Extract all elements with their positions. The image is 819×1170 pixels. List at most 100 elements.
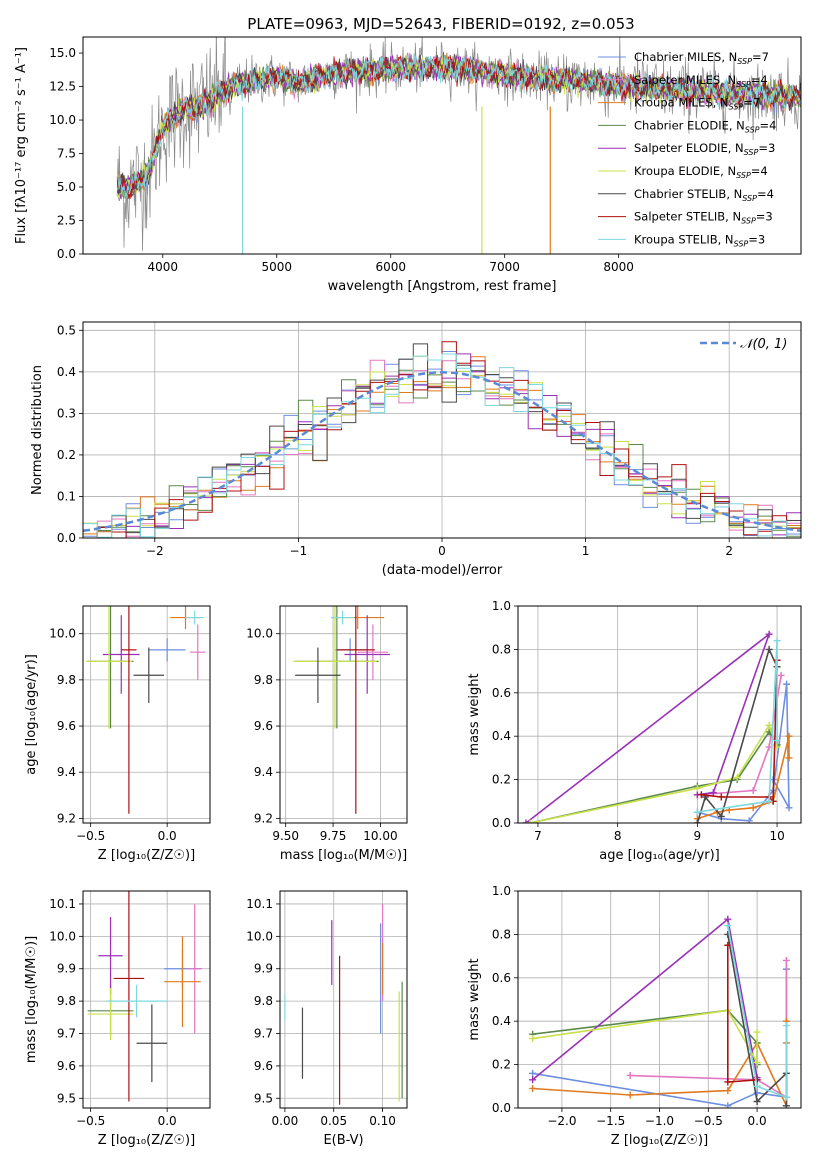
y-tick-label: 10.0 — [49, 929, 76, 943]
age_vs_mass-panel: 9.50 9.75 10.00 9.2 9.4 9.6 9.8 10.0 mass [log₁₀… — [246, 605, 408, 863]
weight-line-salpeter-elodie — [532, 917, 758, 1081]
weight-point — [529, 1076, 537, 1084]
weight-line-kroupa-stelib — [697, 640, 778, 813]
weight-point — [765, 630, 773, 638]
y-tick-label: 9.6 — [57, 719, 76, 733]
weight-point — [529, 1084, 537, 1092]
legend-entry-text: Chabrier MILES, N — [634, 50, 737, 64]
spectrum-model-salpeter-stelib — [116, 55, 801, 199]
x-tick-label: 9 — [694, 829, 702, 843]
weight-point — [522, 819, 530, 823]
weight-point — [626, 1091, 634, 1099]
legend-entry-suffix: =3 — [748, 232, 765, 246]
weight-point — [753, 1097, 761, 1105]
x-tick-label: 0.0 — [158, 1114, 177, 1128]
weight-line-salpeter-elodie — [525, 631, 771, 823]
weight-point — [753, 1082, 761, 1090]
gaussian-curve — [83, 371, 801, 532]
weight-point — [724, 915, 732, 923]
axes-frame — [82, 321, 802, 539]
legend-entry-label: Kroupa ELODIE, NSSP=4 — [634, 164, 768, 180]
x-axis-label: E(B-V) — [323, 1133, 363, 1148]
legend-entry-suffix: =7 — [743, 96, 760, 110]
weight-point — [526, 819, 534, 823]
weight-point — [765, 797, 773, 805]
age_vs_mass-plot-area — [293, 606, 390, 814]
spectrum-model-salpeter-elodie — [116, 51, 801, 202]
y-axis-label: Normed distribution — [30, 365, 45, 495]
legend-entry-suffix: =4 — [751, 164, 768, 178]
x-axis-label: Z [log₁₀(Z/Z☉)] — [98, 1133, 195, 1148]
axes-frame — [82, 36, 802, 255]
y-tick-label: 9.9 — [254, 962, 273, 976]
y-tick-label: 1.0 — [492, 884, 511, 898]
y-tick-label: 0.0 — [492, 1101, 511, 1115]
x-tick-label: 0.00 — [272, 1114, 299, 1128]
y-tick-label: 0.6 — [492, 971, 511, 985]
axes-frame — [82, 890, 211, 1109]
age_vs_Z-plot-area — [86, 606, 206, 814]
y-axis-label: mass [log₁₀(M/M☉)] — [24, 936, 39, 1063]
spectrum-model-kroupa-stelib — [116, 53, 801, 198]
age_vs_Z-panel: −0.5 0.0 9.2 9.4 9.6 9.8 10.0 Z [log₁₀(Z/Z☉)] ag… — [24, 605, 211, 863]
weight-point — [753, 1089, 761, 1097]
y-tick-label: 9.6 — [254, 1059, 273, 1073]
legend-entry-suffix: =4 — [757, 187, 774, 201]
spectrum-plot-area — [116, 37, 801, 254]
x-tick-label: 5000 — [261, 260, 292, 274]
weight-point — [529, 1069, 537, 1077]
y-tick-label: 0.4 — [492, 1014, 511, 1028]
weight-point — [782, 956, 790, 964]
y-tick-label: 0.1 — [57, 489, 76, 503]
figure-title: PLATE=0963, MJD=52643, FIBERID=0192, z=0… — [247, 15, 634, 33]
weight-point — [753, 1058, 761, 1066]
weight-point — [783, 680, 791, 688]
y-tick-label: 0.3 — [57, 406, 76, 420]
legend-entry-label: Salpeter STELIB, NSSP=3 — [634, 210, 773, 226]
y-tick-label: 9.5 — [254, 1091, 273, 1105]
legend-entry-text: Salpeter ELODIE, N — [634, 141, 744, 155]
legend-entry-text: Kroupa MILES, N — [634, 96, 729, 110]
legend-entry-subscript: SSP — [729, 103, 744, 112]
x-tick-label: 7 — [534, 829, 542, 843]
x-tick-label: 0.05 — [320, 1114, 347, 1128]
legend-entry-suffix: =3 — [758, 141, 775, 155]
weight-point — [733, 773, 741, 781]
weight-point — [724, 922, 732, 930]
weight-point — [782, 1022, 790, 1030]
axes-frame — [517, 605, 802, 824]
weight-point — [693, 808, 701, 816]
y-tick-label: 5.0 — [57, 180, 76, 194]
weight-line-chabrier-elodie — [532, 1009, 758, 1065]
y-tick-label: 10.1 — [246, 897, 273, 911]
y-axis-label: Flux [fλ10⁻¹⁷ erg cm⁻² s⁻¹ A⁻¹] — [14, 47, 29, 244]
y-tick-label: 0.0 — [57, 247, 76, 261]
legend-entry-label: Kroupa MILES, NSSP=7 — [634, 96, 760, 112]
x-axis-label: Z [log₁₀(Z/Z☉)] — [98, 848, 195, 863]
x-tick-label: 9.75 — [320, 829, 347, 843]
weight-point — [717, 793, 725, 801]
mass_vs_Z-plot-area — [87, 891, 203, 1102]
weight-point — [724, 1102, 732, 1108]
weight-point — [785, 732, 793, 740]
x-axis-label: Z [log₁₀(Z/Z☉)] — [611, 1133, 708, 1148]
y-tick-label: 10.1 — [49, 897, 76, 911]
weight-point — [724, 1087, 732, 1095]
x-axis-label: age [log₁₀(age/yr)] — [599, 848, 720, 863]
legend-entry-subscript: SSP — [742, 194, 757, 203]
x-tick-label: −1.5 — [596, 1114, 625, 1128]
histogram-step-kroupa-stelib — [83, 353, 801, 538]
legend-entry-text: Kroupa ELODIE, N — [634, 164, 736, 178]
weight-point — [717, 812, 725, 820]
legend-entry-suffix: =4 — [751, 73, 768, 87]
y-tick-label: 9.4 — [57, 765, 76, 779]
legend-entry-subscript: SSP — [737, 57, 752, 66]
weight-point — [749, 804, 757, 812]
legend-entry-suffix: =3 — [756, 210, 773, 224]
legend-entry-label: Chabrier MILES, NSSP=7 — [634, 50, 769, 66]
legend-entry-text: Chabrier ELODIE, N — [634, 118, 745, 132]
x-tick-label: 1 — [582, 544, 590, 558]
legend-entry-label: 𝒩(0, 1) — [740, 337, 787, 352]
y-tick-label: 0.2 — [492, 773, 511, 787]
legend-entry-suffix: =7 — [752, 50, 769, 64]
